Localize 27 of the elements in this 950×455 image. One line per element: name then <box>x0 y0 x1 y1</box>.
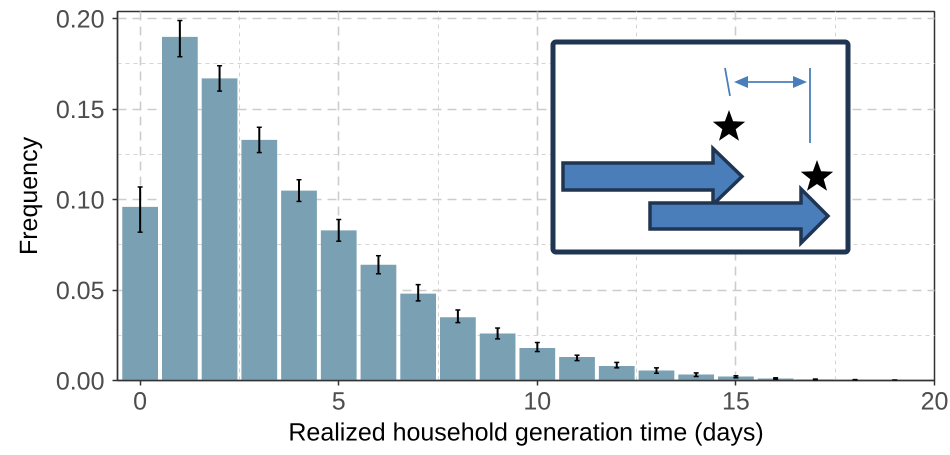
bar <box>320 230 357 380</box>
bar <box>122 206 158 380</box>
y-tick-label: 0.00 <box>56 368 105 396</box>
bar <box>360 264 396 380</box>
bar <box>480 333 516 380</box>
bar <box>241 140 278 380</box>
bar <box>202 78 238 380</box>
bar <box>678 374 714 380</box>
x-axis-title: Realized household generation time (days) <box>288 418 764 446</box>
bar <box>638 370 674 380</box>
bar <box>281 190 317 380</box>
x-tick-label: 20 <box>920 388 948 416</box>
bar <box>519 348 556 380</box>
y-axis-title: Frequency <box>14 136 43 256</box>
x-tick-label: 15 <box>722 388 750 416</box>
bar <box>559 356 595 380</box>
x-tick-label: 10 <box>523 388 552 416</box>
x-tick-label: 5 <box>332 388 346 416</box>
y-tick-label: 0.05 <box>56 277 105 306</box>
y-tick-label: 0.10 <box>56 186 105 215</box>
bar <box>400 294 436 380</box>
x-tick-label: 0 <box>133 388 148 416</box>
y-tick-label: 0.20 <box>56 6 105 34</box>
bar <box>598 366 635 380</box>
bar <box>440 317 476 380</box>
y-tick-label: 0.15 <box>56 96 105 124</box>
bar <box>162 36 198 380</box>
